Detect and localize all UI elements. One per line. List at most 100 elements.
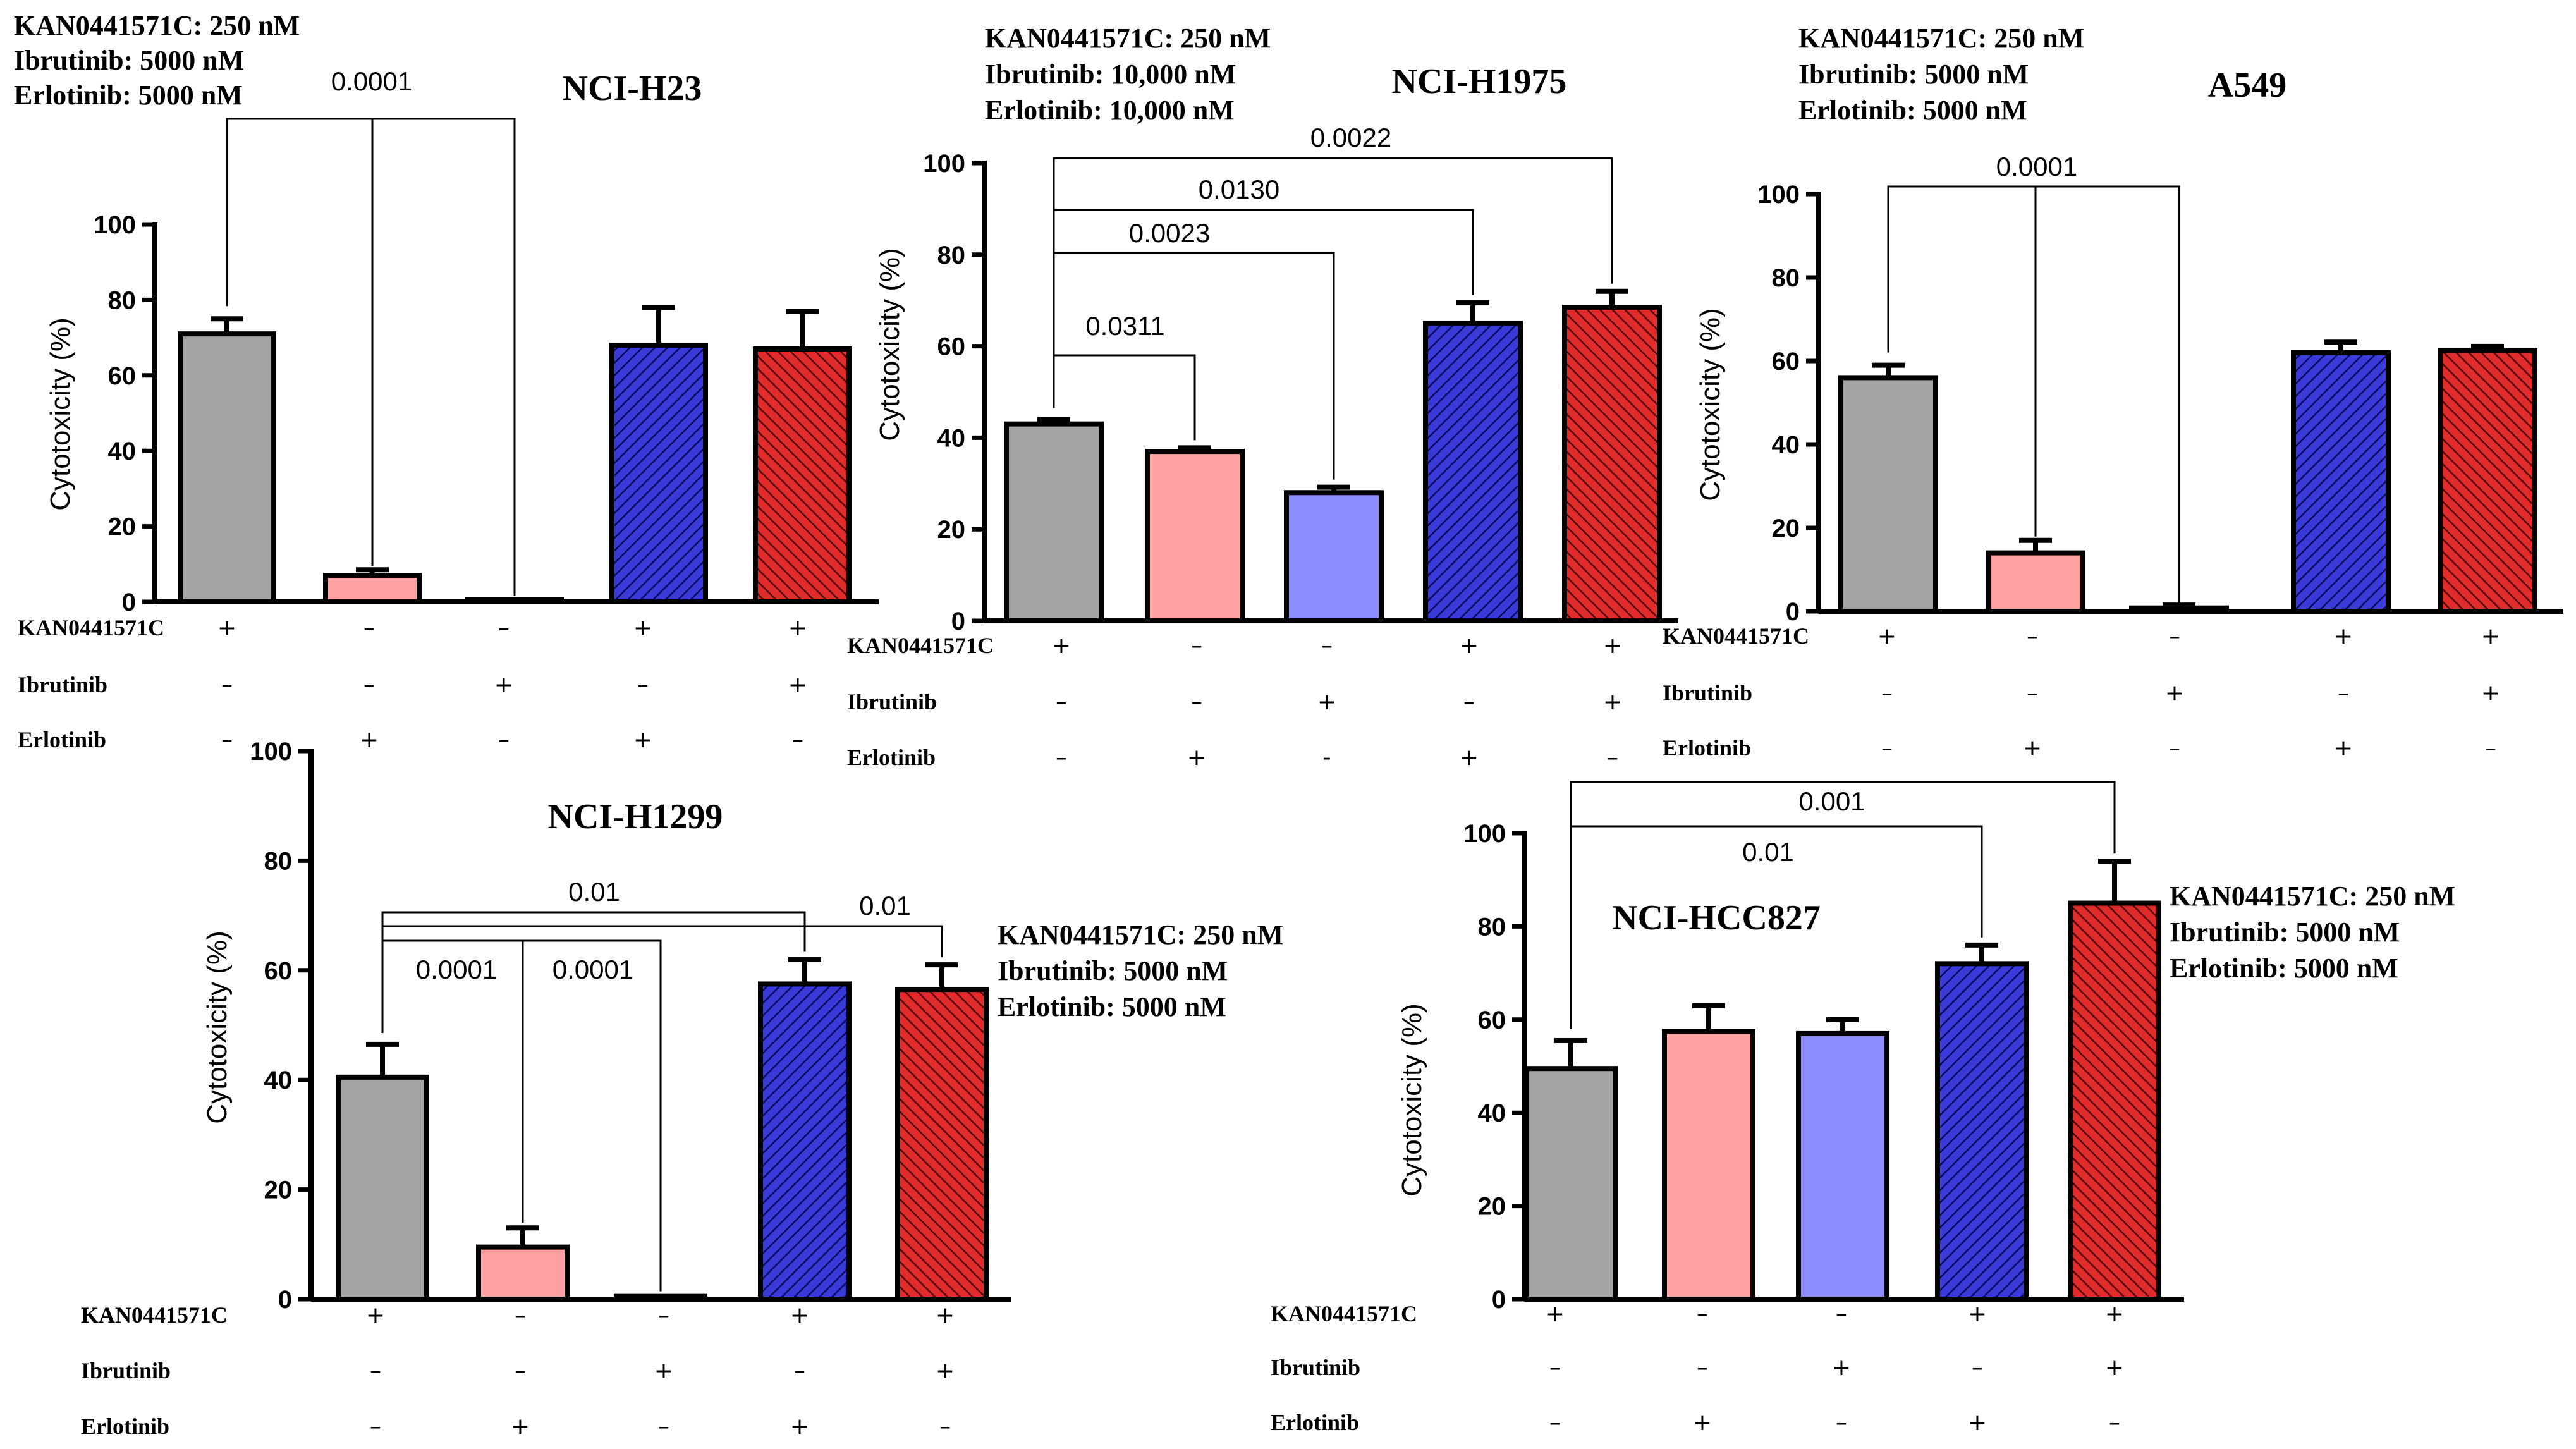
treatment-sign: – bbox=[2169, 623, 2180, 649]
chart-panel-nci-h23: NCI-H23 KAN0441571C: 250 nM Ibrutinib: 500… bbox=[14, 10, 879, 753]
treatment-sign: – bbox=[1191, 689, 1202, 715]
comparison-bracket bbox=[1053, 209, 1474, 408]
bar bbox=[1796, 1030, 1889, 1302]
bar bbox=[178, 331, 276, 604]
treatment-sign: + bbox=[2481, 623, 2500, 649]
treatment-sign: + bbox=[2334, 735, 2353, 761]
condition-line: Ibrutinib: 5000 nM bbox=[1798, 59, 2029, 90]
p-value-label: 0.001 bbox=[1798, 786, 1865, 816]
bar bbox=[2291, 350, 2391, 614]
treatment-sign: + bbox=[1460, 633, 1479, 659]
bar bbox=[758, 981, 852, 1302]
p-value-label: 0.0001 bbox=[331, 66, 412, 96]
treatment-row-label: Erlotinib bbox=[847, 745, 936, 770]
bar bbox=[2068, 900, 2161, 1302]
treatment-sign: – bbox=[498, 727, 510, 753]
bar bbox=[336, 1074, 429, 1302]
condition-line: KAN0441571C: 250 nM bbox=[985, 23, 1271, 54]
treatment-sign: – bbox=[1549, 1410, 1561, 1436]
treatment-row-label: KAN0441571C bbox=[1663, 623, 1809, 649]
comparison-bracket bbox=[1887, 185, 2180, 604]
chart-title: NCI-H1299 bbox=[548, 797, 723, 836]
bar bbox=[476, 1244, 570, 1302]
bar bbox=[1662, 1029, 1755, 1302]
treatment-row-label: Ibrutinib bbox=[847, 689, 937, 714]
treatment-sign: + bbox=[2105, 1301, 2124, 1327]
treatment-sign: + bbox=[1832, 1355, 1851, 1381]
treatment-sign: + bbox=[654, 1358, 673, 1384]
chart-panel-nci-hcc827: NCI-HCC827 KAN0441571C: 250 nM Ibrutinib: … bbox=[1271, 781, 2455, 1436]
treatment-sign: + bbox=[1052, 633, 1071, 659]
condition-line: Erlotinib: 5000 nM bbox=[14, 80, 243, 111]
p-value-label: 0.0022 bbox=[1310, 123, 1391, 152]
treatment-sign: + bbox=[633, 615, 652, 641]
y-tick-label: 100 bbox=[1463, 820, 1506, 848]
treatment-sign: – bbox=[658, 1302, 669, 1328]
p-value-label: 0.0001 bbox=[1996, 152, 2077, 181]
p-value-label: 0.0001 bbox=[552, 955, 633, 984]
treatment-row-label: KAN0441571C bbox=[1271, 1301, 1417, 1326]
treatment-sign: – bbox=[1056, 689, 1067, 715]
y-tick-label: 0 bbox=[278, 1286, 292, 1314]
treatment-sign: – bbox=[1881, 680, 1893, 706]
treatment-sign: + bbox=[1603, 633, 1622, 659]
treatment-sign: + bbox=[1968, 1301, 1987, 1327]
treatment-sign: – bbox=[515, 1302, 526, 1328]
treatment-sign: – bbox=[498, 615, 510, 641]
treatment-sign: – bbox=[2169, 735, 2180, 761]
y-tick-label: 80 bbox=[108, 286, 137, 314]
y-tick-label: 40 bbox=[937, 424, 966, 452]
bar bbox=[609, 343, 708, 604]
condition-line: Ibrutinib: 5000 nM bbox=[998, 955, 1228, 986]
treatment-sign: – bbox=[1697, 1301, 1708, 1327]
y-tick-label: 100 bbox=[923, 150, 965, 178]
treatment-sign: + bbox=[360, 727, 379, 753]
treatment-row-label: Erlotinib bbox=[18, 727, 106, 752]
bar bbox=[1562, 305, 1662, 623]
y-tick-label: 60 bbox=[108, 362, 137, 390]
treatment-sign: – bbox=[658, 1414, 669, 1440]
condition-line: KAN0441571C: 250 nM bbox=[1798, 23, 2084, 54]
y-tick-label: 40 bbox=[1772, 431, 1800, 459]
treatment-sign: – bbox=[1836, 1410, 1847, 1436]
treatment-sign: – bbox=[637, 672, 649, 698]
y-tick-label: 40 bbox=[108, 437, 137, 465]
treatment-sign: + bbox=[936, 1302, 955, 1328]
treatment-sign: + bbox=[217, 615, 236, 641]
chart-panel-nci-h1975: NCI-H1975 KAN0441571C: 250 nM Ibrutinib: 1… bbox=[847, 23, 1678, 771]
y-tick-label: 0 bbox=[1786, 598, 1800, 626]
bar bbox=[1986, 550, 2085, 614]
treatment-sign: + bbox=[633, 727, 652, 753]
y-tick-label: 20 bbox=[1478, 1193, 1506, 1221]
treatment-sign: + bbox=[1460, 745, 1479, 771]
treatment-sign: – bbox=[792, 727, 803, 753]
bar bbox=[1004, 421, 1104, 623]
treatment-sign: – bbox=[1321, 633, 1333, 659]
treatment-sign: – bbox=[2027, 623, 2038, 649]
comparison-bracket bbox=[226, 118, 516, 597]
treatment-sign: – bbox=[1191, 633, 1202, 659]
treatment-sign: – bbox=[1056, 745, 1067, 771]
y-tick-label: 60 bbox=[1772, 348, 1800, 376]
chart-title: NCI-H1975 bbox=[1392, 62, 1567, 101]
condition-line: Erlotinib: 10,000 nM bbox=[985, 95, 1235, 126]
treatment-sign: + bbox=[1603, 689, 1622, 715]
treatment-sign: – bbox=[1972, 1355, 1983, 1381]
condition-line: Ibrutinib: 5000 nM bbox=[2170, 917, 2400, 948]
comparison-bracket bbox=[381, 925, 943, 1033]
y-tick-label: 20 bbox=[264, 1177, 293, 1204]
condition-line: Ibrutinib: 5000 nM bbox=[14, 45, 244, 76]
p-value-label: 0.0001 bbox=[416, 955, 497, 984]
y-tick-label: 20 bbox=[108, 513, 137, 541]
treatment-sign: + bbox=[2023, 735, 2042, 761]
p-value-label: 0.0023 bbox=[1129, 218, 1210, 248]
treatment-sign: – bbox=[939, 1414, 951, 1440]
treatment-sign: + bbox=[2105, 1355, 2124, 1381]
bar bbox=[1145, 449, 1245, 623]
treatment-sign: – bbox=[515, 1358, 526, 1384]
treatment-sign: – bbox=[221, 672, 233, 698]
treatment-sign: + bbox=[494, 672, 513, 698]
treatment-sign: – bbox=[2109, 1410, 2120, 1436]
treatment-sign: – bbox=[221, 727, 233, 753]
